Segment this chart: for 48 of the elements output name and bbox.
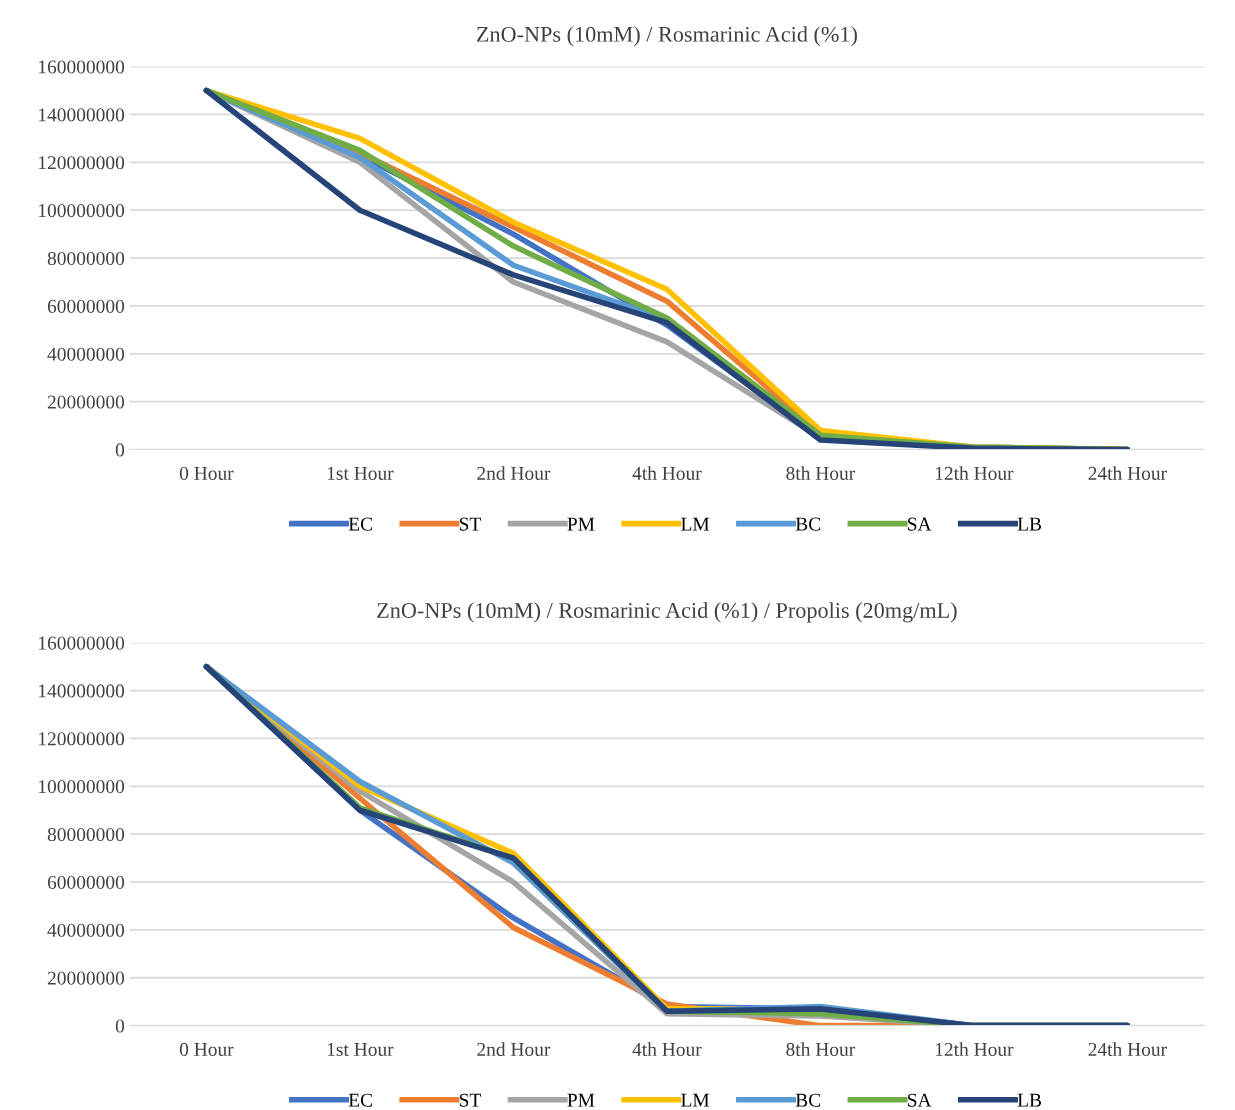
legend-label: BC (795, 1093, 821, 1107)
y-tick-label: 140000000 (39, 108, 125, 122)
legend-label: EC (348, 517, 372, 531)
legend-label: LB (1017, 517, 1042, 531)
y-tick-label: 20000000 (47, 395, 125, 409)
x-tick-label: 0 Hour (179, 466, 234, 480)
legend-label: ST (459, 517, 481, 531)
y-tick-label: 140000000 (39, 684, 125, 698)
x-tick-label: 2nd Hour (477, 1042, 551, 1056)
x-tick-label: 4th Hour (632, 1042, 702, 1056)
y-tick-label: 100000000 (39, 204, 125, 218)
x-tick-label: 4th Hour (632, 466, 702, 480)
legend-label: LM (681, 517, 710, 531)
x-tick-label: 12th Hour (935, 1042, 1014, 1056)
legend-label: BC (795, 517, 821, 531)
y-tick-label: 80000000 (47, 251, 125, 266)
y-tick-label: 40000000 (47, 923, 125, 937)
y-tick-label: 160000000 (39, 636, 125, 650)
y-tick-label: 120000000 (39, 732, 125, 746)
x-tick-label: 2nd Hour (477, 466, 551, 480)
legend-label: SA (908, 1093, 932, 1107)
y-tick-label: 60000000 (47, 299, 125, 313)
x-tick-label: 8th Hour (786, 466, 856, 480)
chart-title: ZnO-NPs (10mM) / Rosmarinic Acid (%1) (476, 26, 857, 47)
legend-label: LB (1017, 1093, 1042, 1107)
y-tick-label: 20000000 (47, 971, 125, 985)
y-tick-label: 60000000 (47, 875, 125, 889)
x-tick-label: 12th Hour (935, 466, 1014, 480)
chart-title: ZnO-NPs (10mM) / Rosmarinic Acid (%1) / Propolis (20mg/mL) (377, 602, 957, 623)
y-tick-label: 40000000 (47, 347, 125, 361)
y-tick-label: 160000000 (39, 60, 125, 74)
x-tick-label: 24th Hour (1088, 1042, 1167, 1056)
y-tick-label: 120000000 (39, 156, 125, 170)
legend-label: PM (567, 517, 595, 531)
legend-label: ST (459, 1093, 481, 1107)
legend-label: EC (348, 1093, 372, 1107)
y-tick-label: 0 (115, 1019, 125, 1033)
x-tick-label: 8th Hour (786, 1042, 856, 1056)
legend-label: PM (567, 1093, 595, 1107)
legend-label: LM (681, 1093, 710, 1107)
y-tick-label: 80000000 (47, 827, 125, 842)
y-tick-label: 0 (115, 443, 125, 457)
x-tick-label: 24th Hour (1088, 466, 1167, 480)
legend-label: SA (908, 517, 932, 531)
x-tick-label: 0 Hour (179, 1042, 234, 1056)
x-tick-label: 1st Hour (327, 466, 394, 480)
y-tick-label: 100000000 (39, 780, 125, 794)
x-tick-label: 1st Hour (327, 1042, 394, 1056)
